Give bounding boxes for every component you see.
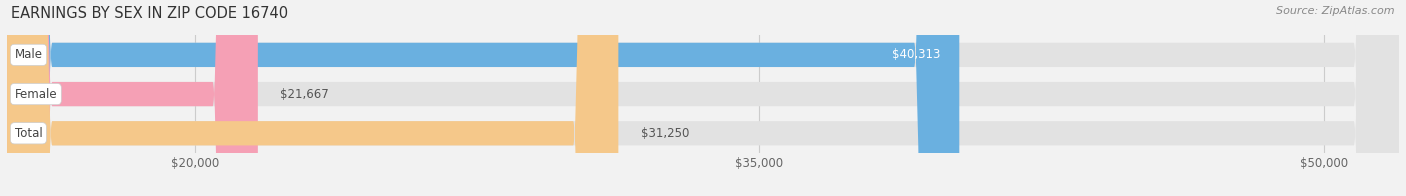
FancyBboxPatch shape <box>7 0 1399 196</box>
FancyBboxPatch shape <box>7 0 1399 196</box>
FancyBboxPatch shape <box>7 0 257 196</box>
Text: EARNINGS BY SEX IN ZIP CODE 16740: EARNINGS BY SEX IN ZIP CODE 16740 <box>11 6 288 21</box>
Text: $40,313: $40,313 <box>893 48 941 61</box>
Text: Female: Female <box>14 88 58 101</box>
Text: Source: ZipAtlas.com: Source: ZipAtlas.com <box>1277 6 1395 16</box>
Text: Male: Male <box>14 48 42 61</box>
FancyBboxPatch shape <box>7 0 1399 196</box>
FancyBboxPatch shape <box>7 0 959 196</box>
Text: $21,667: $21,667 <box>280 88 329 101</box>
Text: Total: Total <box>14 127 42 140</box>
Text: $31,250: $31,250 <box>641 127 689 140</box>
FancyBboxPatch shape <box>7 0 619 196</box>
